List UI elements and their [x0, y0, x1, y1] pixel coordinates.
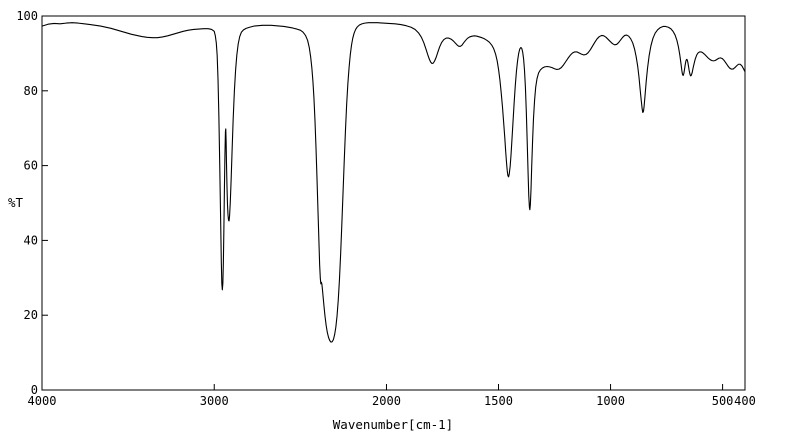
x-tick-label-400: 400	[734, 394, 756, 408]
spectrum-trace-group	[41, 22, 746, 343]
x-tick-label-1500: 1500	[484, 394, 513, 408]
y-tick-label-60: 60	[24, 159, 38, 173]
y-axis-label: %T	[8, 195, 24, 210]
x-axis-ticks: 4000 3000 2000 1500 1000 500 400	[28, 384, 756, 408]
x-tick-label-500: 500	[712, 394, 734, 408]
x-tick-label-4000: 4000	[28, 394, 57, 408]
y-tick-label-20: 20	[24, 308, 38, 322]
y-tick-label-0: 0	[31, 383, 38, 397]
y-tick-label-80: 80	[24, 84, 38, 98]
x-tick-label-1000: 1000	[596, 394, 625, 408]
spectrum-trace	[41, 22, 746, 343]
x-tick-label-3000: 3000	[200, 394, 229, 408]
y-tick-label-100: 100	[16, 9, 38, 23]
plot-frame	[41, 15, 746, 391]
x-axis-label: Wavenumber[cm-1]	[333, 417, 453, 432]
x-tick-label-2000: 2000	[372, 394, 401, 408]
y-tick-label-40: 40	[24, 233, 38, 247]
y-axis-ticks: 0 20 40 60 80 100	[16, 9, 48, 397]
